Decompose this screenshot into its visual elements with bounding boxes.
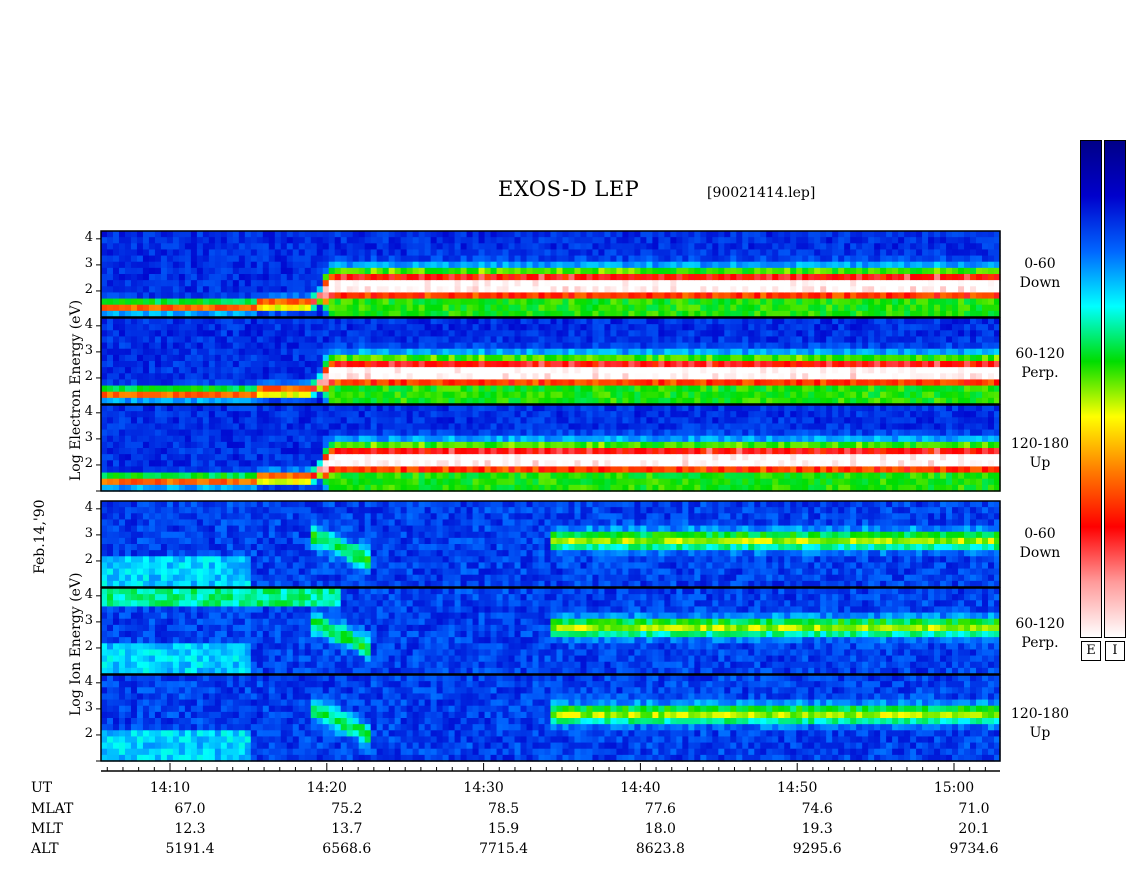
y-tick-label: 4 — [84, 229, 93, 245]
y-tick-label: 2 — [84, 281, 93, 297]
info-value-alt: 5191.4 — [165, 841, 215, 857]
info-value-mlt: 20.1 — [958, 821, 990, 837]
panel-ion-120-180 — [100, 674, 1001, 762]
panel-label-e-down: 0-60 Down — [1019, 256, 1061, 291]
info-value-alt: 8623.8 — [635, 841, 685, 857]
panel-label-i-perp: 60-120 Perp. — [1015, 616, 1065, 651]
info-value-mlat: 78.5 — [488, 801, 520, 817]
panel-ion-60-120 — [100, 587, 1001, 675]
info-value-mlt: 12.3 — [174, 821, 206, 837]
info-value-alt: 9295.6 — [792, 841, 842, 857]
panel-label-e-perp: 60-120 Perp. — [1015, 346, 1065, 381]
panel-electron-120-180 — [100, 404, 1001, 492]
y-tick-label: 3 — [84, 429, 93, 445]
info-value-mlat: 74.6 — [801, 801, 833, 817]
file-name: [90021414.lep] — [707, 185, 816, 201]
y-tick-label: 3 — [84, 525, 93, 541]
date-label: Feb.14,'90 — [32, 499, 48, 574]
y-tick-label: 4 — [84, 316, 93, 332]
info-value-mlat: 77.6 — [644, 801, 676, 817]
info-value-mlt: 15.9 — [488, 821, 520, 837]
colorbar-electron — [1080, 140, 1102, 638]
y-tick-label: 2 — [84, 368, 93, 384]
info-value-ut: 14:30 — [463, 780, 504, 796]
y-tick-label: 3 — [84, 255, 93, 271]
y-tick-label: 3 — [84, 342, 93, 358]
panel-label-i-up: 120-180 Up — [1010, 706, 1070, 741]
info-value-ut: 15:00 — [933, 780, 975, 796]
info-value-mlt: 18.0 — [644, 821, 676, 837]
info-value-ut: 14:50 — [777, 780, 818, 796]
panel-ion-0-60 — [100, 500, 1001, 588]
y-tick-label: 2 — [84, 638, 93, 654]
panel-label-e-up: 120-180 Up — [1010, 436, 1070, 471]
info-row-label: UT — [31, 780, 53, 796]
y-tick-label: 2 — [84, 551, 93, 567]
chart-title: EXOS-D LEP — [498, 177, 640, 201]
y-tick-label: 3 — [84, 612, 93, 628]
colorbar-electron-label: E — [1081, 641, 1101, 661]
colorbar-ion — [1104, 140, 1126, 638]
info-value-alt: 9734.6 — [949, 841, 999, 857]
panel-electron-60-120 — [100, 317, 1001, 405]
y-tick-label: 4 — [84, 499, 93, 515]
info-value-mlat: 71.0 — [958, 801, 990, 817]
panel-electron-0-60 — [100, 230, 1001, 318]
y-tick-label: 4 — [84, 403, 93, 419]
info-value-alt: 7715.4 — [479, 841, 529, 857]
y-tick-label: 2 — [84, 725, 93, 741]
info-value-ut: 14:20 — [306, 780, 347, 796]
info-value-mlat: 75.2 — [331, 801, 363, 817]
info-value-mlt: 19.3 — [801, 821, 833, 837]
y-tick-label: 4 — [84, 586, 93, 602]
info-value-ut: 14:40 — [620, 780, 661, 796]
colorbar-ion-label: I — [1105, 641, 1125, 661]
info-value-alt: 6568.6 — [322, 841, 372, 857]
info-value-ut: 14:10 — [149, 780, 191, 796]
info-value-mlat: 67.0 — [174, 801, 206, 817]
y-tick-label: 2 — [84, 455, 93, 471]
info-row-label: MLT — [31, 821, 63, 837]
y-tick-label: 3 — [84, 699, 93, 715]
panel-label-i-down: 0-60 Down — [1019, 526, 1061, 561]
info-row-label: ALT — [31, 841, 59, 857]
info-row-label: MLAT — [31, 801, 74, 817]
y-tick-label: 4 — [84, 673, 93, 689]
info-value-mlt: 13.7 — [331, 821, 363, 837]
